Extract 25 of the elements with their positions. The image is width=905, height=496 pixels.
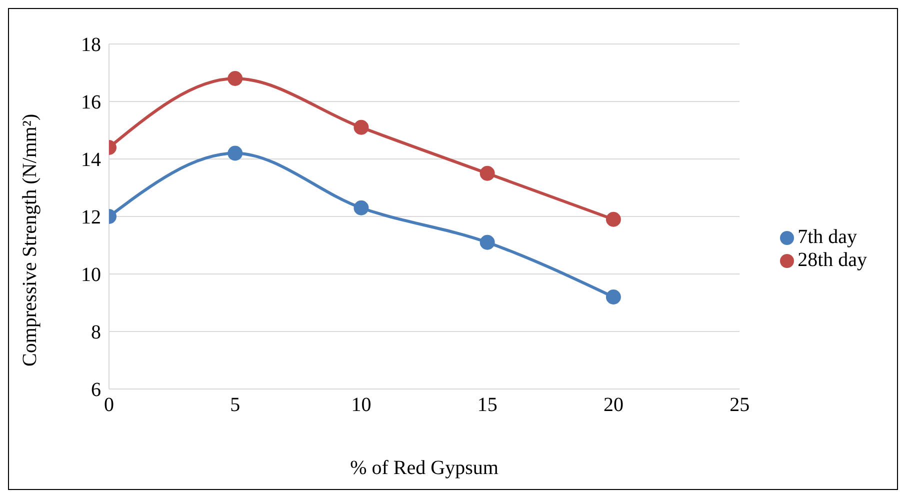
y-tick-label: 18: [81, 34, 101, 56]
x-tick-label: 20: [603, 394, 624, 416]
x-tick-label: 5: [230, 394, 240, 416]
point: [480, 234, 495, 250]
y-tick-label: 14: [81, 149, 101, 172]
point: [354, 120, 369, 135]
x-axis-title: % of Red Gypsum: [350, 457, 499, 479]
point: [228, 71, 243, 86]
point: [354, 200, 369, 216]
y-tick-label: 6: [91, 379, 101, 402]
legend-label: 7th day: [798, 226, 857, 248]
y-axis-title: Compressive Strength (N/mm²): [19, 114, 42, 366]
y-tick-label: 16: [81, 92, 101, 114]
point: [606, 212, 621, 227]
y-tick-label: 12: [81, 206, 101, 229]
x-tick-label: 15: [477, 394, 498, 416]
legend-label: 28th day: [798, 249, 867, 271]
y-tick-label: 8: [91, 322, 101, 344]
x-tick-label: 0: [104, 394, 114, 416]
x-tick-label: 25: [730, 394, 750, 416]
point: [228, 146, 243, 161]
point: [606, 290, 621, 304]
y-tick-label: 10: [81, 264, 101, 286]
point: [480, 166, 495, 181]
x-tick-label: 10: [351, 394, 372, 416]
